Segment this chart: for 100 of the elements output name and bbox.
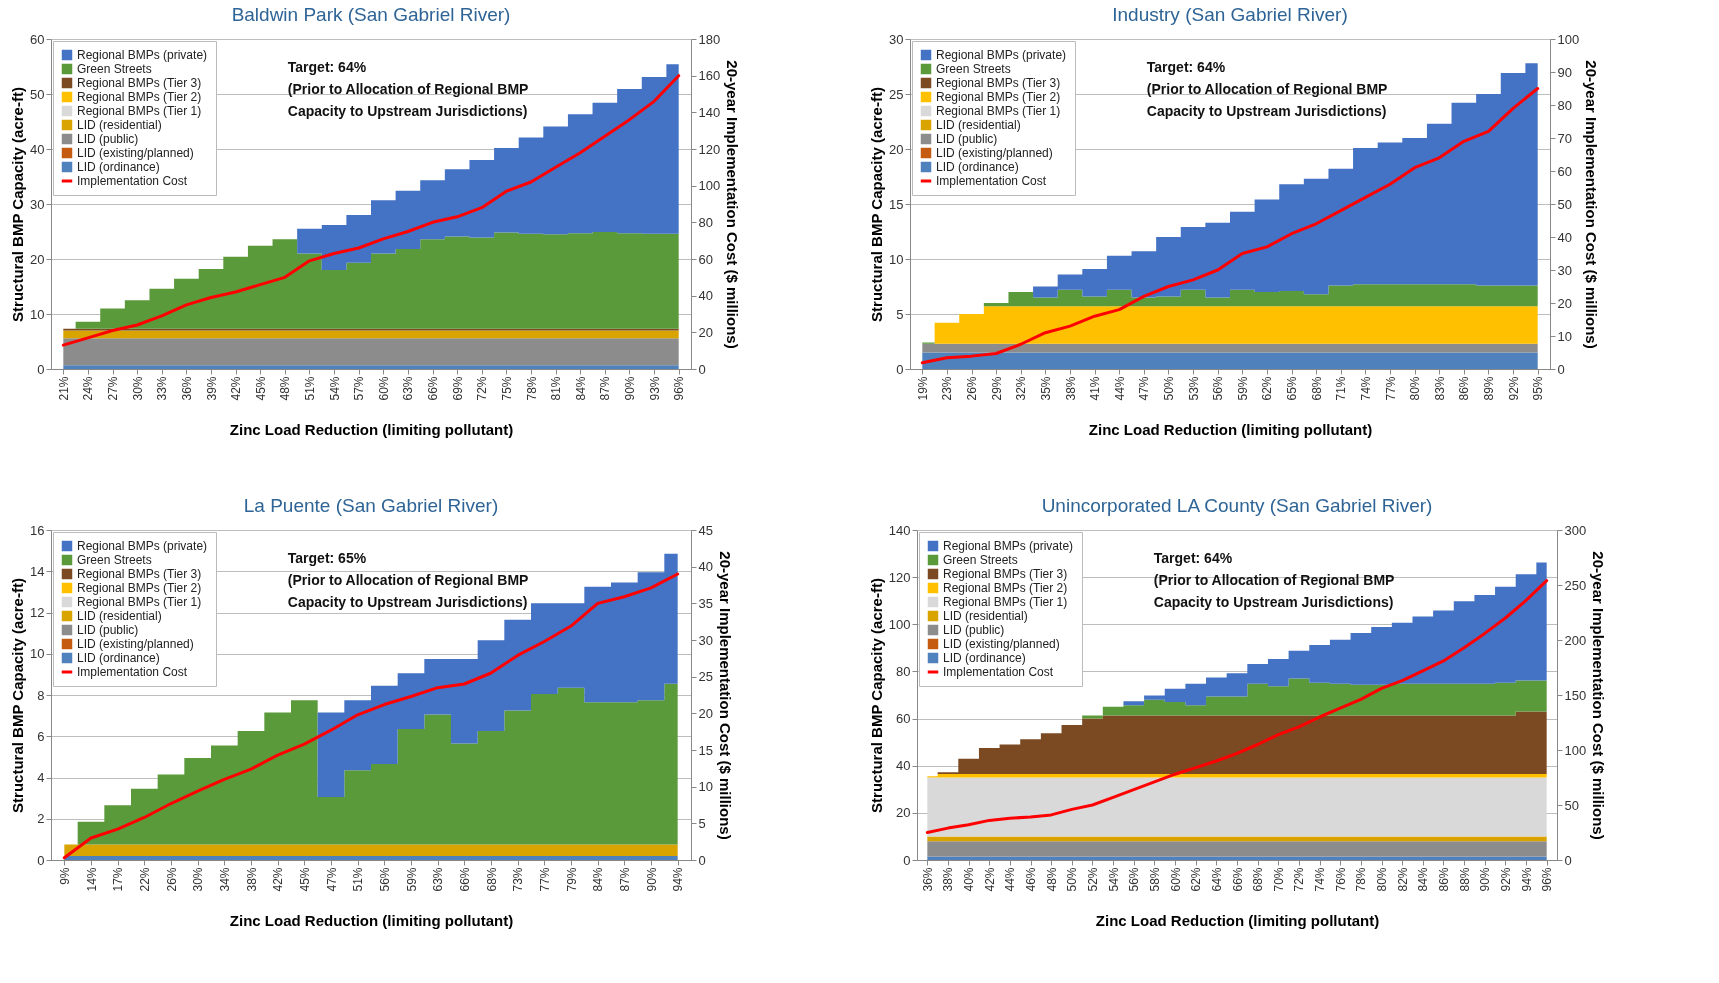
x-tick-label: 94% <box>1519 867 1534 892</box>
y2-tick-label: 160 <box>698 68 721 84</box>
x-tick-label: 63% <box>401 376 416 401</box>
y2-tick-label: 120 <box>698 141 721 157</box>
y2-tick-label: 20 <box>698 324 713 340</box>
x-tick-label: 58% <box>1147 867 1162 892</box>
y2-tick-label: 80 <box>698 214 713 230</box>
x-tick-label: 72% <box>475 376 490 401</box>
x-tick-label: 47% <box>1137 376 1152 401</box>
x-tick-label: 34% <box>217 867 232 892</box>
x-tick-label: 56% <box>377 867 392 892</box>
y2-tick-label: 35 <box>698 595 713 611</box>
x-tick-label: 92% <box>1506 376 1521 401</box>
y-tick-label: 0 <box>903 852 911 868</box>
x-tick-label: 45% <box>297 867 312 892</box>
x-tick-label: 60% <box>1168 867 1183 892</box>
x-axis-title: Zinc Load Reduction (limiting pollutant) <box>1088 420 1373 438</box>
x-tick-label: 38% <box>1063 376 1078 401</box>
y-tick-label: 40 <box>30 141 45 157</box>
legend-label: Implementation Cost <box>943 665 1054 679</box>
y-tick-label: 6 <box>37 728 45 744</box>
y2-tick-label: 0 <box>698 852 706 868</box>
y2-tick-label: 200 <box>1564 632 1587 648</box>
legend-label: Regional BMPs (private) <box>936 48 1067 62</box>
legend-label: Regional BMPs (private) <box>77 48 208 62</box>
x-tick-label: 26% <box>965 376 980 401</box>
legend-label: Regional BMPs (Tier 3) <box>77 567 202 581</box>
y-tick-label: 25 <box>889 86 904 102</box>
x-tick-label: 65% <box>1285 376 1300 401</box>
legend-label: Regional BMPs (Tier 1) <box>943 595 1068 609</box>
legend-label: Implementation Cost <box>77 665 188 679</box>
x-tick-label: 14% <box>84 867 99 892</box>
x-tick-label: 70% <box>1271 867 1286 892</box>
y2-tick-label: 140 <box>698 104 721 120</box>
x-tick-label: 81% <box>549 376 564 401</box>
x-tick-label: 30% <box>191 867 206 892</box>
x-tick-label: 78% <box>524 376 539 401</box>
y-tick-label: 10 <box>30 306 45 322</box>
y-tick-label: 60 <box>30 31 45 47</box>
y2-tick-label: 30 <box>1557 262 1572 278</box>
annotation: Target: 64% (Prior to Allocation of Regional BMP Capacity to Upstream Jurisdictions) <box>1153 550 1395 610</box>
legend-label: LID (existing/planned) <box>77 146 194 160</box>
legend-label: Regional BMPs (Tier 2) <box>943 581 1068 595</box>
x-tick-label: 71% <box>1334 376 1349 401</box>
y2-tick-label: 10 <box>1557 328 1572 344</box>
y-tick-label: 50 <box>30 86 45 102</box>
x-tick-label: 89% <box>1481 376 1496 401</box>
chart-title: Unincorporated LA County (San Gabriel River) <box>1041 495 1433 516</box>
y2-tick-label: 90 <box>1557 64 1572 80</box>
y-axis-title: Structural BMP Capacity (acre-ft) <box>9 87 27 322</box>
y2-tick-label: 20 <box>698 705 713 721</box>
legend-label: Regional BMPs (Tier 1) <box>77 595 202 609</box>
x-tick-label: 51% <box>351 867 366 892</box>
x-tick-label: 27% <box>106 376 121 401</box>
y-tick-label: 2 <box>37 811 45 827</box>
y-tick-label: 16 <box>30 522 45 538</box>
legend-label: LID (public) <box>77 623 139 637</box>
x-tick-label: 24% <box>81 376 96 401</box>
x-tick-label: 96% <box>1540 867 1555 892</box>
legend-label: LID (existing/planned) <box>77 637 194 651</box>
y2-tick-label: 150 <box>1564 687 1587 703</box>
x-tick-label: 62% <box>1189 867 1204 892</box>
y2-tick-label: 10 <box>698 779 713 795</box>
chart-title: Industry (San Gabriel River) <box>1112 4 1348 25</box>
legend-label: Regional BMPs (Tier 3) <box>77 76 202 90</box>
x-tick-label: 47% <box>324 867 339 892</box>
x-tick-label: 36% <box>179 376 194 401</box>
y2-tick-label: 300 <box>1564 522 1587 538</box>
x-tick-label: 92% <box>1498 867 1513 892</box>
x-tick-label: 36% <box>920 867 935 892</box>
legend-label: Implementation Cost <box>77 174 188 188</box>
x-tick-label: 86% <box>1457 376 1472 401</box>
x-tick-label: 54% <box>1106 867 1121 892</box>
x-tick-label: 46% <box>1024 867 1039 892</box>
y2-tick-label: 15 <box>698 742 713 758</box>
x-tick-label: 68% <box>1309 376 1324 401</box>
x-tick-label: 76% <box>1333 867 1348 892</box>
x-tick-label: 56% <box>1127 867 1142 892</box>
y-tick-label: 14 <box>30 563 45 579</box>
x-tick-label: 88% <box>1457 867 1472 892</box>
y-tick-label: 30 <box>30 196 45 212</box>
x-tick-label: 21% <box>56 376 71 401</box>
y-tick-label: 80 <box>896 663 911 679</box>
y-tick-label: 140 <box>888 522 911 538</box>
y-tick-label: 10 <box>30 646 45 662</box>
legend-label: Regional BMPs (Tier 3) <box>936 76 1061 90</box>
x-tick-label: 90% <box>1478 867 1493 892</box>
legend-label: LID (residential) <box>77 609 162 623</box>
y2-tick-label: 0 <box>1557 361 1565 377</box>
x-tick-label: 59% <box>404 867 419 892</box>
x-tick-label: 19% <box>915 376 930 401</box>
chart-title: Baldwin Park (San Gabriel River) <box>231 4 511 25</box>
legend-label: LID (residential) <box>943 609 1028 623</box>
y-tick-label: 20 <box>30 251 45 267</box>
x-tick-label: 79% <box>564 867 579 892</box>
legend-label: Green Streets <box>77 62 152 76</box>
legend-label: Regional BMPs (private) <box>943 539 1074 553</box>
x-tick-label: 80% <box>1408 376 1423 401</box>
y2-tick-label: 100 <box>698 178 721 194</box>
x-tick-label: 44% <box>1003 867 1018 892</box>
